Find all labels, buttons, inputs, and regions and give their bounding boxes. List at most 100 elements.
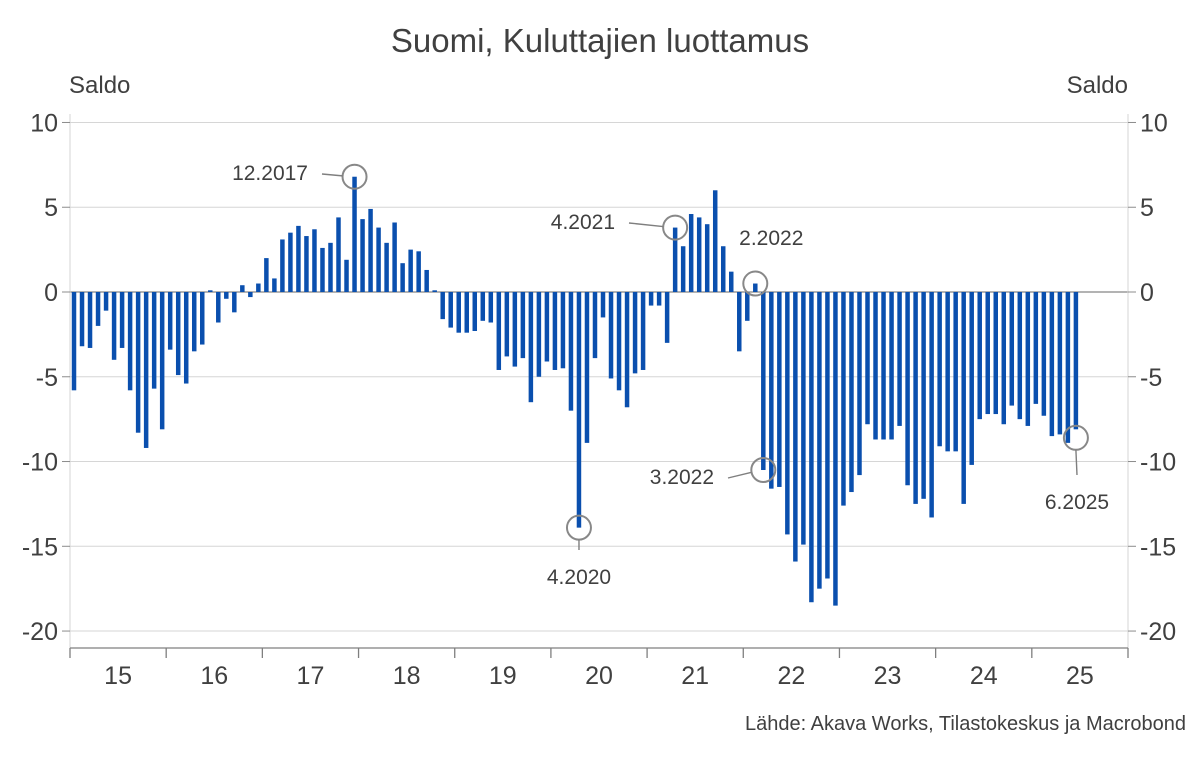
y-axis-label-right: Saldo [1067, 72, 1128, 99]
bar [737, 292, 742, 352]
bar [167, 292, 173, 350]
y-tick-label: 5 [1140, 194, 1154, 222]
bar [392, 222, 397, 292]
annotation-label: 12.2017 [232, 162, 308, 185]
bar [512, 292, 518, 367]
bar [857, 292, 862, 476]
bar [280, 239, 285, 292]
bar [400, 263, 405, 292]
bar [288, 232, 293, 292]
annotation-label: 3.2022 [650, 466, 714, 489]
x-tick-label: 18 [393, 662, 421, 690]
annotation-label: 6.2025 [1045, 491, 1109, 514]
bar [1017, 292, 1023, 420]
bar [1065, 292, 1071, 443]
bar [688, 214, 694, 292]
bar [448, 292, 453, 328]
bar [568, 292, 574, 411]
bar [464, 292, 469, 333]
x-tick-label: 22 [777, 662, 805, 690]
bar [616, 292, 622, 391]
annotation-label: 4.2021 [551, 211, 615, 234]
bar [825, 292, 830, 579]
bar [264, 258, 269, 292]
x-tick-label: 15 [104, 662, 132, 690]
bar [873, 292, 878, 440]
y-tick-label: 0 [1140, 279, 1154, 307]
bar [1073, 292, 1079, 430]
bars [71, 176, 1079, 606]
bar [135, 292, 141, 433]
bar [937, 292, 942, 447]
bar [256, 283, 261, 292]
y-tick-label: -15 [22, 533, 58, 561]
y-ticks-left: 10 5 0 -5 -10 -15 -20 [22, 109, 70, 646]
bar [761, 292, 766, 470]
bar [985, 292, 990, 415]
bar [248, 292, 253, 298]
bar [841, 292, 846, 506]
bar [977, 292, 982, 420]
y-tick-label: 0 [44, 279, 58, 307]
x-tick-label: 17 [297, 662, 325, 690]
bar [921, 292, 926, 499]
bar [208, 290, 213, 292]
bar [183, 292, 189, 384]
bar [881, 292, 886, 440]
bar [809, 292, 814, 603]
y-tick-label: -10 [22, 449, 58, 477]
bar [312, 229, 317, 292]
bar [777, 292, 782, 487]
bar [1009, 292, 1015, 406]
gridlines [69, 114, 1129, 648]
bar [648, 292, 654, 306]
annotation-leader [628, 222, 664, 228]
bar [111, 292, 117, 360]
bar [496, 292, 502, 370]
bar [119, 292, 125, 348]
bar [103, 292, 109, 311]
bar [71, 292, 77, 391]
bar [143, 292, 149, 448]
bar [536, 292, 542, 377]
bar [817, 292, 822, 589]
bar [480, 292, 486, 321]
bar [240, 285, 245, 292]
bar [945, 292, 950, 452]
bar [608, 292, 614, 379]
bar [79, 292, 85, 347]
bar [769, 292, 774, 489]
bar [552, 292, 558, 370]
bar [600, 292, 606, 318]
bar [961, 292, 966, 504]
bar [191, 292, 197, 352]
y-tick-label: -20 [1140, 618, 1176, 646]
bar [200, 292, 205, 345]
bar [897, 292, 902, 426]
bar [1025, 292, 1031, 426]
y-tick-label: -10 [1140, 449, 1176, 477]
bar [704, 224, 710, 292]
bar [929, 292, 934, 518]
bar [584, 292, 590, 443]
bar [424, 269, 429, 292]
x-tick-label: 24 [970, 662, 998, 690]
bar [785, 292, 790, 535]
bar [127, 292, 133, 391]
annotation-marker [341, 163, 368, 190]
bar [328, 242, 333, 292]
bar [488, 292, 494, 323]
bar [384, 242, 389, 292]
bar [865, 292, 870, 425]
bar [296, 225, 301, 292]
bar [432, 290, 437, 292]
bar [801, 292, 806, 545]
bar [232, 292, 237, 313]
x-tick-label: 16 [200, 662, 228, 690]
bar [87, 292, 93, 348]
annotations: 12.2017 4.2020 4.2021 2.2022 3.2022 6.2025 [232, 162, 1109, 589]
bar [849, 292, 854, 493]
bar [408, 249, 413, 292]
bar [224, 292, 229, 299]
bar [993, 292, 998, 415]
